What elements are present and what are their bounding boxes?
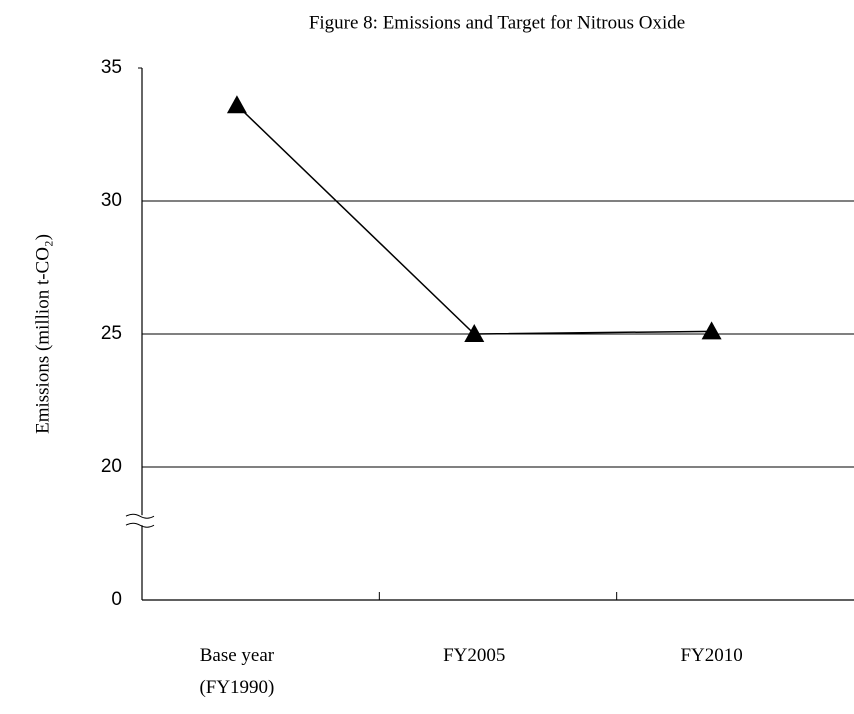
line (236, 104, 712, 335)
y-axis-label: Emissions (million t-CO₂) (32, 234, 53, 434)
marker (226, 95, 247, 114)
y-tick-label: 20 (101, 456, 122, 477)
y-tick-label: 0 (111, 589, 122, 610)
axis-break (125, 522, 155, 528)
y-tick-label: 30 (101, 190, 122, 211)
x-tick-label: FY2005 (443, 645, 506, 666)
axis-break-gap (128, 515, 156, 526)
chart-title: Figure 8: Emissions and Target for Nitro… (309, 12, 685, 33)
x-tick-label: FY2010 (680, 645, 743, 666)
axis-break (125, 513, 155, 519)
marker (701, 321, 722, 340)
marker (464, 324, 485, 342)
y-tick-label: 25 (101, 323, 122, 344)
x-tick-label: Base year (FY1990) (199, 645, 275, 698)
y-tick-label: 35 (101, 57, 122, 78)
